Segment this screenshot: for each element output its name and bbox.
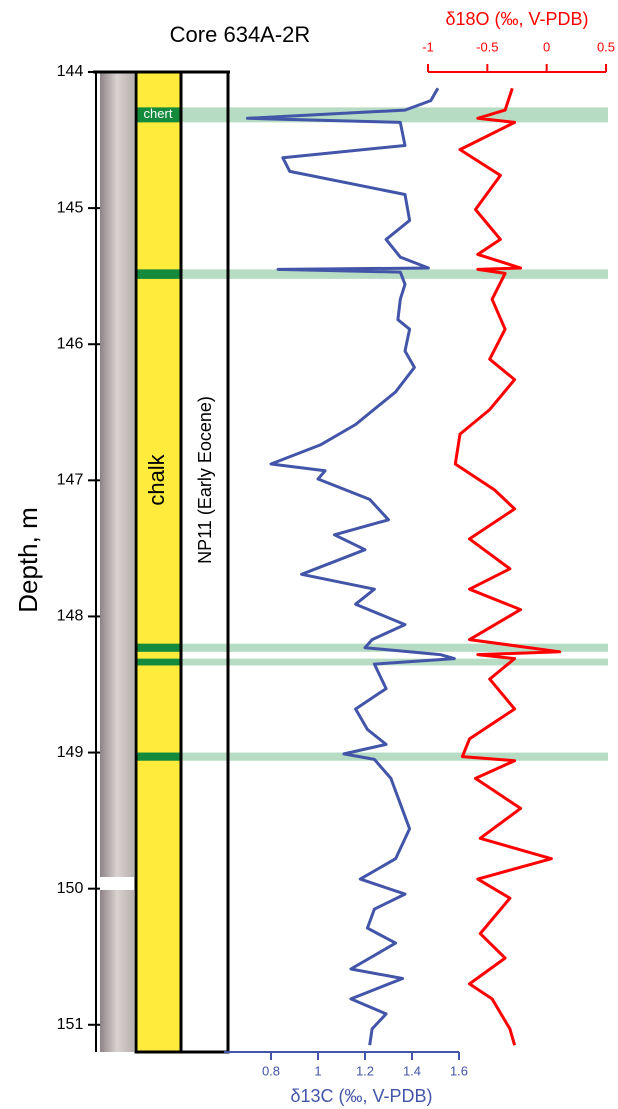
lithology-label: chalk xyxy=(144,453,169,505)
zone-label: NP11 (Early Eocene) xyxy=(195,396,215,564)
x-tick-label: 1.6 xyxy=(450,1063,468,1078)
chert-band xyxy=(181,752,608,761)
y-tick-label: 145 xyxy=(57,199,84,216)
y-tick-label: 149 xyxy=(57,744,84,761)
chert-layer xyxy=(136,658,181,666)
x-tick-label: -0.5 xyxy=(476,39,498,54)
y-tick-label: 147 xyxy=(57,472,84,489)
y-tick-label: 151 xyxy=(57,1016,84,1033)
core-photo xyxy=(100,72,134,1052)
x-tick-label: 1.4 xyxy=(403,1063,421,1078)
chart-title: Core 634A-2R xyxy=(170,22,311,47)
y-axis-label: Depth, m xyxy=(13,507,43,613)
core-gap xyxy=(100,877,134,890)
chert-layer xyxy=(136,107,181,123)
chert-layer xyxy=(136,643,181,652)
x-axis-label: δ18O (‰, V-PDB) xyxy=(445,9,588,29)
x-tick-label: 1 xyxy=(314,1063,321,1078)
chert-layer xyxy=(136,269,181,279)
chert-band xyxy=(181,269,608,279)
x-tick-label: 0.5 xyxy=(597,39,615,54)
x-tick-label: -1 xyxy=(422,39,434,54)
data-line xyxy=(246,87,456,1046)
y-tick-label: 148 xyxy=(57,608,84,625)
y-tick-label: 146 xyxy=(57,335,84,352)
x-axis-label: δ13C (‰, V-PDB) xyxy=(290,1086,432,1106)
y-tick-label: 144 xyxy=(57,63,84,80)
chert-layer xyxy=(136,752,181,761)
chert-band xyxy=(181,643,608,652)
x-tick-label: 0 xyxy=(543,39,550,54)
x-tick-label: 0.8 xyxy=(262,1063,280,1078)
lithology-column xyxy=(136,72,181,1052)
x-tick-label: 1.2 xyxy=(356,1063,374,1078)
chert-label: chert xyxy=(144,106,173,121)
data-line xyxy=(453,87,562,1046)
y-tick-label: 150 xyxy=(57,880,84,897)
